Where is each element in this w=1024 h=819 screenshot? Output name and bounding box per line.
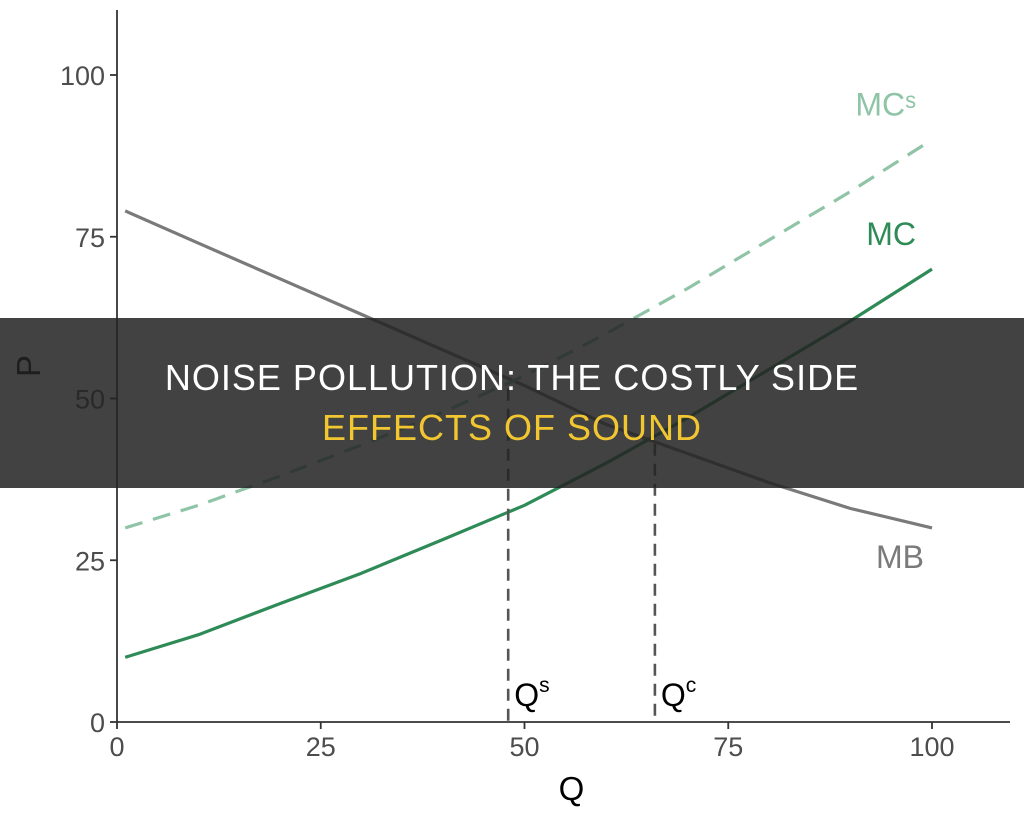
x-tick-label-1: 25 <box>306 732 336 762</box>
x-tick-label-4: 100 <box>909 732 954 762</box>
banner-title-line-1: NOISE POLLUTION: THE COSTLY SIDE <box>164 357 860 398</box>
y-tick-label-3: 75 <box>75 223 105 253</box>
labels-group: MB MC MCˢ Qs Qc <box>514 87 924 713</box>
reference-label-0: Qs <box>514 674 549 713</box>
x-tick-label-2: 50 <box>509 732 539 762</box>
y-tick-label-0: 0 <box>90 708 105 738</box>
x-axis-title: Q <box>559 770 585 807</box>
series-label-0: MB <box>876 539 924 575</box>
title-banner: NOISE POLLUTION: THE COSTLY SIDE EFFECTS… <box>0 318 1024 488</box>
y-tick-label-4: 100 <box>60 61 105 91</box>
x-tick-label-3: 75 <box>713 732 743 762</box>
reference-lines-group <box>506 388 657 722</box>
series-label-2: MCˢ <box>855 87 916 123</box>
x-tick-label-0: 0 <box>109 732 124 762</box>
series-line-2 <box>124 138 933 530</box>
banner-title-line-2: EFFECTS OF SOUND <box>321 407 702 448</box>
y-tick-label-1: 25 <box>75 546 105 576</box>
series-label-1: MC <box>866 216 916 252</box>
reference-label-1: Qc <box>661 674 696 713</box>
